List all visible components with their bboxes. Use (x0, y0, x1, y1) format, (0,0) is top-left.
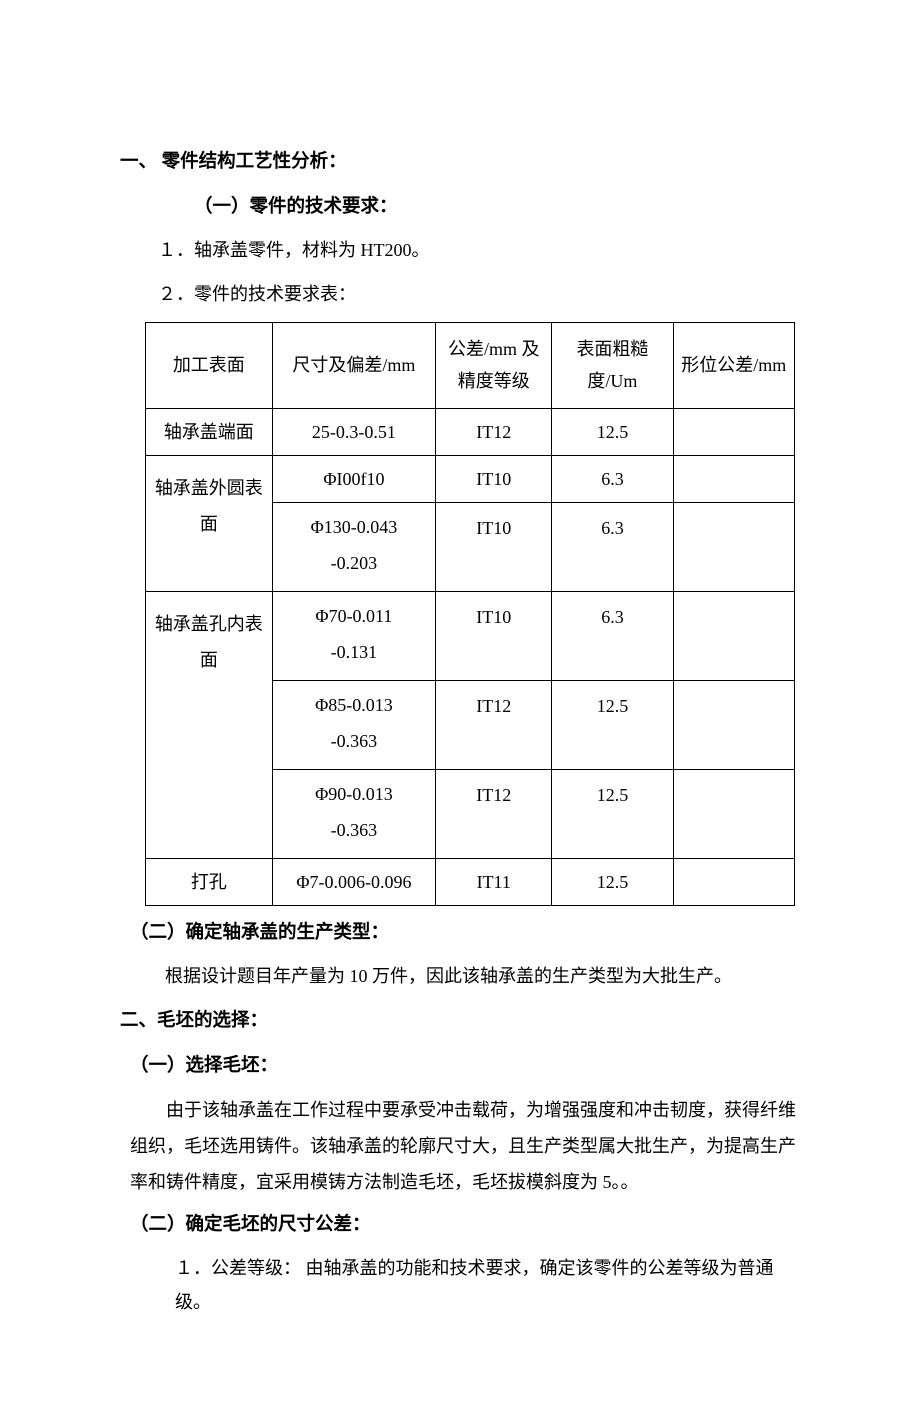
section2-sub2: （二）确定毛坯的尺寸公差： (130, 1208, 800, 1243)
cell (673, 592, 794, 681)
cell: 轴承盖端面 (146, 408, 273, 455)
table-row: 轴承盖外圆表面 ΦI00f10 IT10 6.3 (146, 455, 795, 502)
cell: IT10 (436, 503, 552, 592)
cell: IT12 (436, 681, 552, 770)
cell (673, 408, 794, 455)
cell: 25-0.3-0.51 (272, 408, 436, 455)
cell: ΦI00f10 (272, 455, 436, 502)
section1-sub1: （一）零件的技术要求： (194, 190, 800, 225)
th-col4: 表面粗糙度/Um (552, 322, 673, 408)
cell: IT12 (436, 408, 552, 455)
th-col2: 尺寸及偏差/mm (272, 322, 436, 408)
table-row: 轴承盖端面 25-0.3-0.51 IT12 12.5 (146, 408, 795, 455)
table-header-row: 加工表面 尺寸及偏差/mm 公差/mm 及精度等级 表面粗糙度/Um 形位公差/… (146, 322, 795, 408)
section2-text1: 由于该轴承盖在工作过程中要承受冲击载荷，为增强强度和冲击韧度，获得纤维组织，毛坯… (130, 1092, 800, 1200)
table-row: 轴承盖孔内表面 Φ70-0.011-0.131 IT10 6.3 (146, 592, 795, 681)
cell: 打孔 (146, 859, 273, 906)
section1-heading: 一、 零件结构工艺性分析： (120, 145, 800, 180)
section1b-text: 根据设计题目年产量为 10 万件，因此该轴承盖的生产类型为大批生产。 (165, 959, 800, 993)
cell: IT11 (436, 859, 552, 906)
cell: Φ130-0.043-0.203 (272, 503, 436, 592)
cell: 12.5 (552, 408, 673, 455)
cell: IT10 (436, 455, 552, 502)
th-col5: 形位公差/mm (673, 322, 794, 408)
section1-item1: １．轴承盖零件，材料为 HT200。 (158, 233, 800, 267)
cell: IT10 (436, 592, 552, 681)
cell: IT12 (436, 770, 552, 859)
cell: 6.3 (552, 455, 673, 502)
table-row: 打孔 Φ7-0.006-0.096 IT11 12.5 (146, 859, 795, 906)
th-col3: 公差/mm 及精度等级 (436, 322, 552, 408)
cell: Φ7-0.006-0.096 (272, 859, 436, 906)
cell: 12.5 (552, 770, 673, 859)
cell: Φ90-0.013-0.363 (272, 770, 436, 859)
requirements-table: 加工表面 尺寸及偏差/mm 公差/mm 及精度等级 表面粗糙度/Um 形位公差/… (145, 322, 795, 907)
section2-item1: １．公差等级： 由轴承盖的功能和技术要求，确定该零件的公差等级为普通级。 (175, 1251, 800, 1319)
cell: 轴承盖外圆表面 (146, 455, 273, 591)
cell: Φ70-0.011-0.131 (272, 592, 436, 681)
section1b-sub2: （二）确定轴承盖的生产类型： (130, 916, 800, 951)
cell (673, 503, 794, 592)
cell: Φ85-0.013-0.363 (272, 681, 436, 770)
section1-item2: ２．零件的技术要求表： (158, 277, 800, 311)
cell (673, 859, 794, 906)
cell: 12.5 (552, 681, 673, 770)
th-col1: 加工表面 (146, 322, 273, 408)
cell: 6.3 (552, 503, 673, 592)
cell: 6.3 (552, 592, 673, 681)
cell (673, 681, 794, 770)
section2-sub1: （一）选择毛坯： (130, 1049, 800, 1084)
cell (673, 770, 794, 859)
cell (673, 455, 794, 502)
cell: 12.5 (552, 859, 673, 906)
cell: 轴承盖孔内表面 (146, 592, 273, 859)
section2-heading: 二、毛坯的选择： (120, 1004, 800, 1039)
